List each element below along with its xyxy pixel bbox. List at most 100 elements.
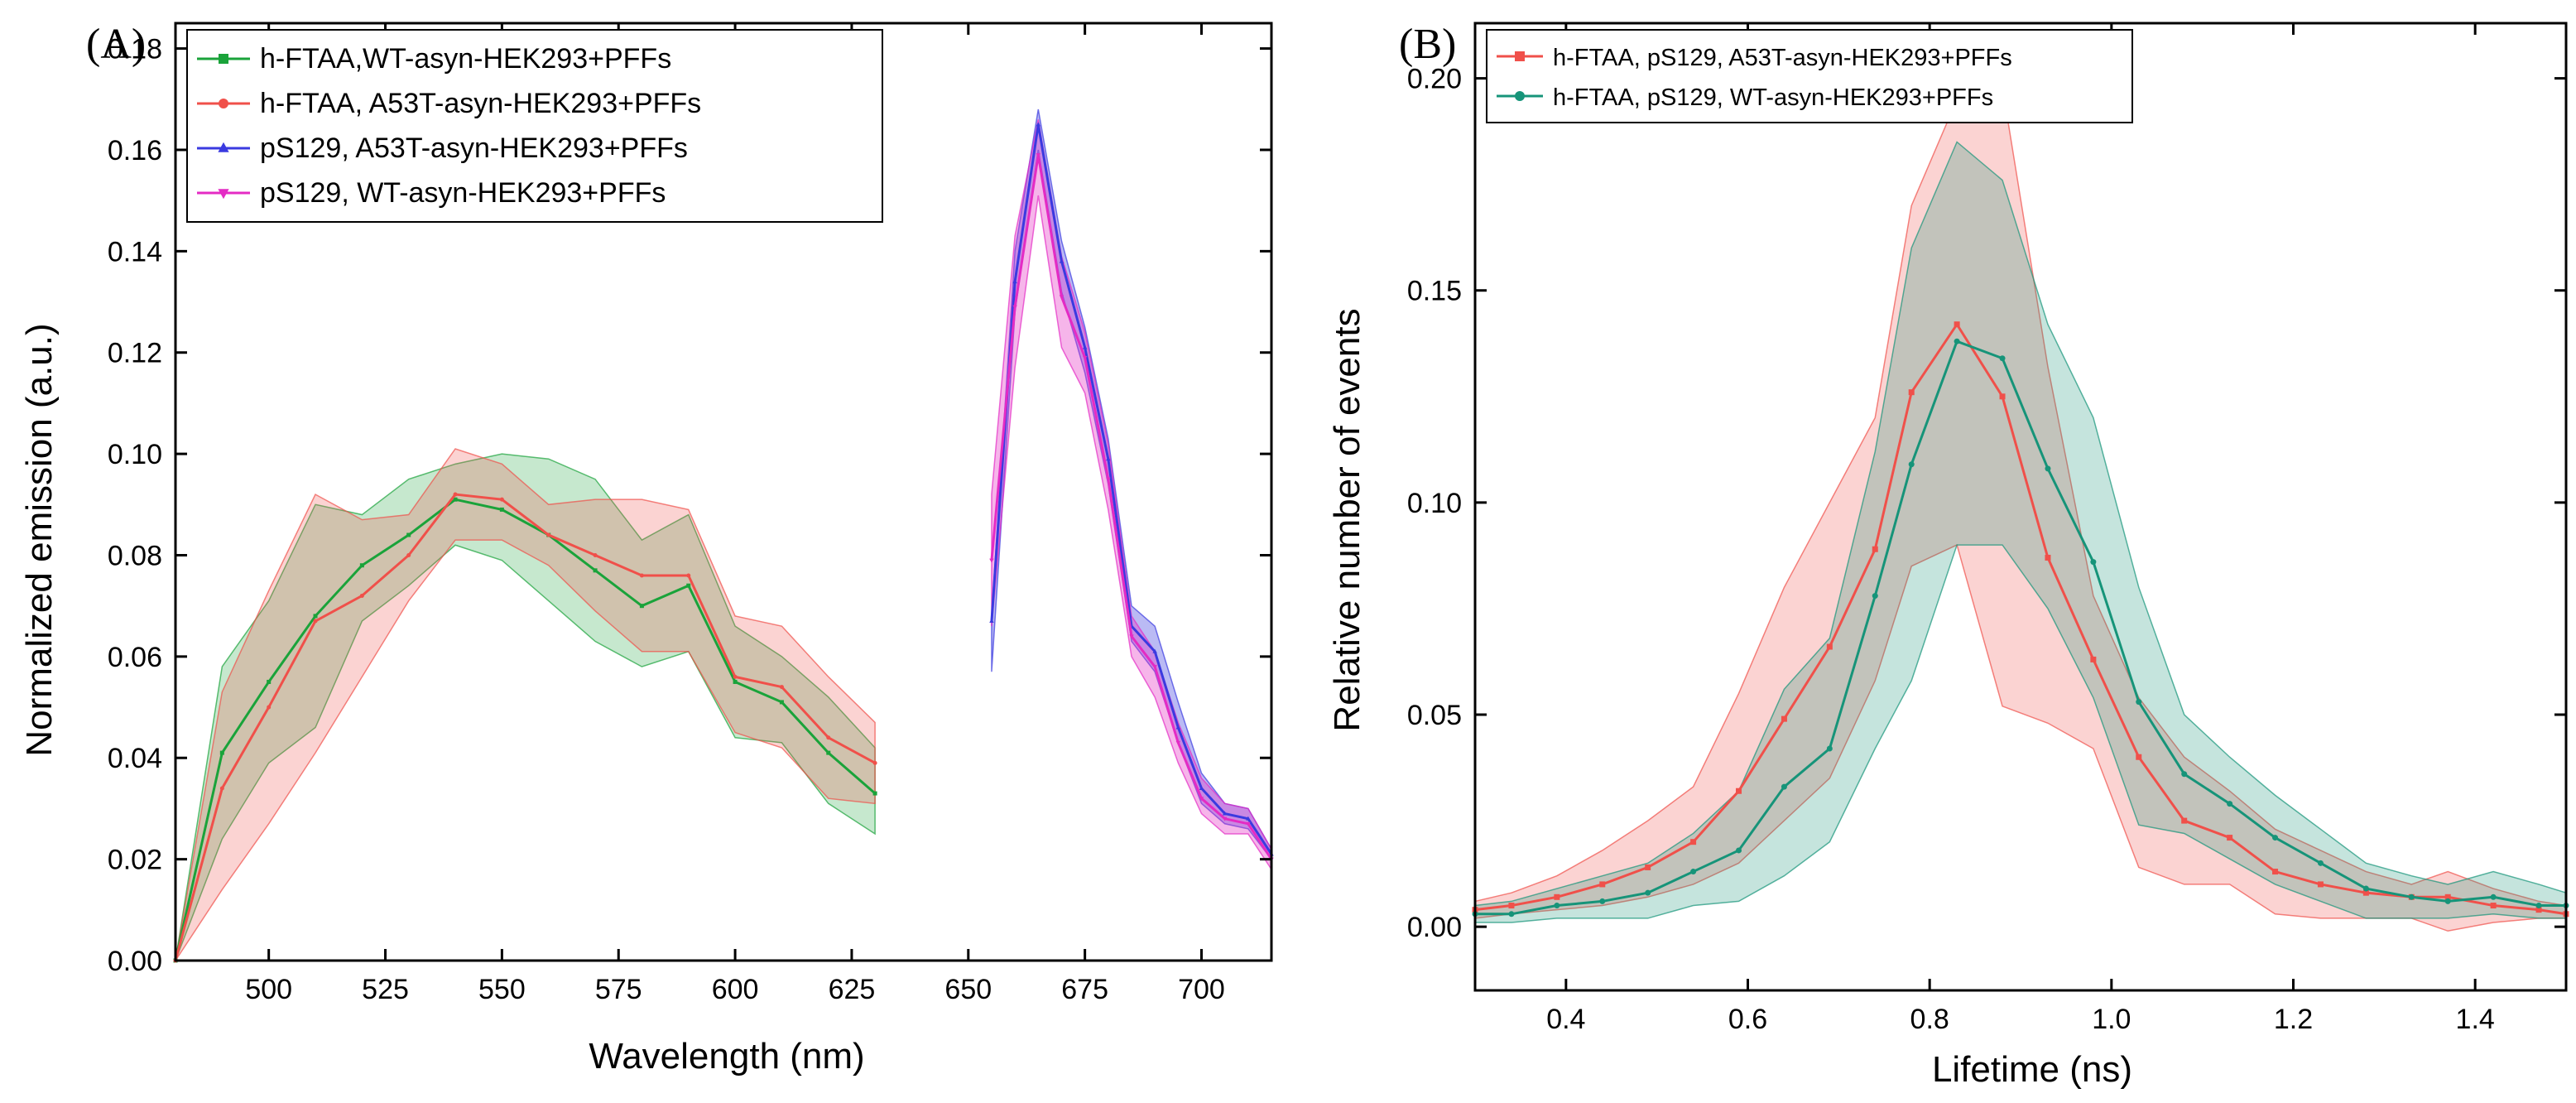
- panel-b-y-tick-label: 0.15: [1407, 276, 1462, 307]
- panel-b-series-1-point: [2045, 465, 2051, 472]
- panel-b-series-1-point: [1599, 898, 1606, 904]
- panel-b-legend-marker: [1515, 51, 1525, 61]
- panel-b-series-0-point: [1645, 864, 1651, 870]
- panel-a-series-1-point: [872, 760, 877, 765]
- panel-b-series-0-point: [1736, 788, 1742, 794]
- panel-b-x-tick-label: 0.4: [1546, 1004, 1585, 1035]
- panel-b-series-1-point: [1872, 593, 1878, 600]
- panel-b-chart: (B) 0.4 0.6 0.8 1.0 1.2 1.40.000.050.100.150.…: [1327, 21, 2569, 1090]
- panel-a-series-1-point: [313, 619, 318, 624]
- panel-b-x-axis-title: Lifetime (ns): [1932, 1049, 2132, 1090]
- panel-a-series-3-point: [1106, 477, 1111, 482]
- panel-a-x-tick-label: 575: [595, 974, 642, 1005]
- panel-a-series-3-point: [989, 558, 994, 563]
- panel-b-series-0-point: [2272, 869, 2279, 875]
- panel-b-series-0-point: [1690, 839, 1697, 845]
- panel-a-series-1-point: [453, 492, 458, 497]
- panel-b-x-tick-label: 1.4: [2456, 1004, 2495, 1035]
- panel-b-series-1-point: [1781, 783, 1787, 790]
- panel-b-series-1-line: [1475, 340, 2566, 916]
- panel-b-series-1-point: [1645, 889, 1651, 896]
- panel-a-series-1-point: [499, 497, 504, 502]
- panel-a-series-1-line: [174, 493, 876, 961]
- panel-a-series-1-point: [359, 593, 364, 598]
- panel-b-legend-label: h-FTAA, pS129, A53T-asyn-HEK293+PFFs: [1553, 45, 2012, 71]
- panel-a-series-0-point: [826, 750, 831, 755]
- panel-a-label: (A): [86, 21, 146, 68]
- panel-a-y-tick-label: 0.02: [108, 845, 162, 876]
- panel-b-series-0-point: [1954, 321, 1960, 328]
- panel-b-series-0-point: [1599, 881, 1606, 888]
- panel-a-series-3-point: [1246, 821, 1251, 826]
- panel-b-legend-label: h-FTAA, pS129, WT-asyn-HEK293+PFFs: [1553, 84, 1993, 111]
- panel-b-x-tick-label: 1.0: [2092, 1004, 2131, 1035]
- panel-b-y-tick-label: 0.10: [1407, 488, 1462, 519]
- panel-b-series-1-point: [2090, 559, 2097, 566]
- panel-a-series-0-point: [733, 679, 738, 684]
- panel-a-x-tick-label: 675: [1061, 974, 1108, 1005]
- panel-a-series-2-point: [1246, 816, 1251, 821]
- panel-b-series-lines: [1472, 321, 2569, 918]
- panel-a-y-tick-label: 0.04: [108, 743, 162, 774]
- panel-a-y-axis-title: Normalized emission (a.u.): [19, 323, 60, 756]
- panel-a-legend-marker: [219, 99, 228, 108]
- panel-b-series-1-point: [1999, 355, 2006, 362]
- panel-b-error-bands: [1474, 85, 2567, 932]
- panel-a-series-3-point: [1199, 797, 1204, 802]
- panel-a-legend-label: pS129, A53T-asyn-HEK293+PFFs: [260, 132, 688, 164]
- panel-a-series-2-point: [1175, 725, 1181, 730]
- panel-a-series-1-point: [219, 786, 224, 791]
- panel-b-series-1-point: [1736, 847, 1742, 854]
- panel-b-legend-box: [1486, 29, 2133, 123]
- panel-b-series-0-point: [1872, 546, 1878, 552]
- panel-a-x-tick-label: 600: [712, 974, 759, 1005]
- panel-a-x-tick-label: 500: [245, 974, 292, 1005]
- panel-a-legend-marker: [218, 142, 229, 152]
- panel-a-x-tick-label: 550: [478, 974, 526, 1005]
- panel-a-series-1-point: [779, 685, 784, 690]
- panel-a-series-1-point: [733, 674, 738, 679]
- panel-b-series-1-point: [2272, 835, 2279, 841]
- panel-a-y-tick-label: 0.00: [108, 946, 162, 977]
- panel-b-series-1-point: [2181, 771, 2188, 778]
- panel-a-series-3-point: [1175, 740, 1181, 745]
- panel-b-series-1-point: [2227, 801, 2233, 807]
- panel-b-series-0-point: [2444, 893, 2451, 900]
- panel-a-y-tick-label: 0.08: [108, 540, 162, 571]
- panel-a-series-0-point: [313, 614, 318, 619]
- panel-a-series-3-point: [1222, 816, 1228, 821]
- panel-b-legend-marker: [1515, 91, 1525, 101]
- panel-a-series-0-point: [872, 791, 877, 796]
- panel-a-series-2-point: [1152, 648, 1157, 653]
- panel-b-x-tick-label: 1.2: [2274, 1004, 2313, 1035]
- panel-a-series-2-point: [1106, 456, 1111, 461]
- panel-a-y-tick-label: 0.14: [108, 236, 162, 267]
- panel-a-x-tick-label: 525: [362, 974, 409, 1005]
- panel-b-series-1-point: [1690, 869, 1697, 875]
- panel-a-legend-marker: [219, 54, 228, 64]
- panel-b-series-1-point: [1508, 911, 1515, 918]
- panel-b-y-tick-label: 0.00: [1407, 912, 1462, 943]
- panel-a-series-2-point: [1199, 785, 1204, 790]
- panel-a-x-tick-label: 650: [944, 974, 992, 1005]
- panel-a-y-tick-label: 0.12: [108, 338, 162, 369]
- panel-b-series-0-point: [1999, 393, 2006, 400]
- panel-a-legend: h-FTAA,WT-asyn-HEK293+PFFs h-FTAA, A53T-a…: [186, 29, 883, 223]
- panel-a-y-tick-label: 0.16: [108, 135, 162, 166]
- panel-a-x-tick-label: 625: [829, 974, 876, 1005]
- panel-a-series-0-point: [453, 497, 458, 502]
- panel-a-series-2-point: [989, 619, 994, 624]
- panel-a-x-tick-label: 700: [1178, 974, 1225, 1005]
- panel-a-chart: (A) 500 525 550 575 600 625 650 675 700 0.00 0.02 0…: [19, 21, 1274, 1077]
- panel-b-series-0-point: [2090, 656, 2097, 662]
- panel-b-series-0-point: [2535, 907, 2542, 913]
- panel-a-series-0-point: [499, 507, 504, 512]
- panel-a-y-tick-label: 0.10: [108, 439, 162, 470]
- panel-a-axes: 500 525 550 575 600 625 650 675 700 0.00 0.02 0.04 0…: [108, 22, 1273, 1005]
- panel-a-series-0-point: [406, 532, 411, 537]
- panel-b-series-0-point: [1554, 893, 1560, 900]
- panel-b-series-0-point: [2227, 835, 2233, 841]
- panel-a-series-1-point: [686, 573, 691, 578]
- panel-a-series-1-band: [175, 448, 876, 961]
- panel-a-series-0-point: [359, 563, 364, 568]
